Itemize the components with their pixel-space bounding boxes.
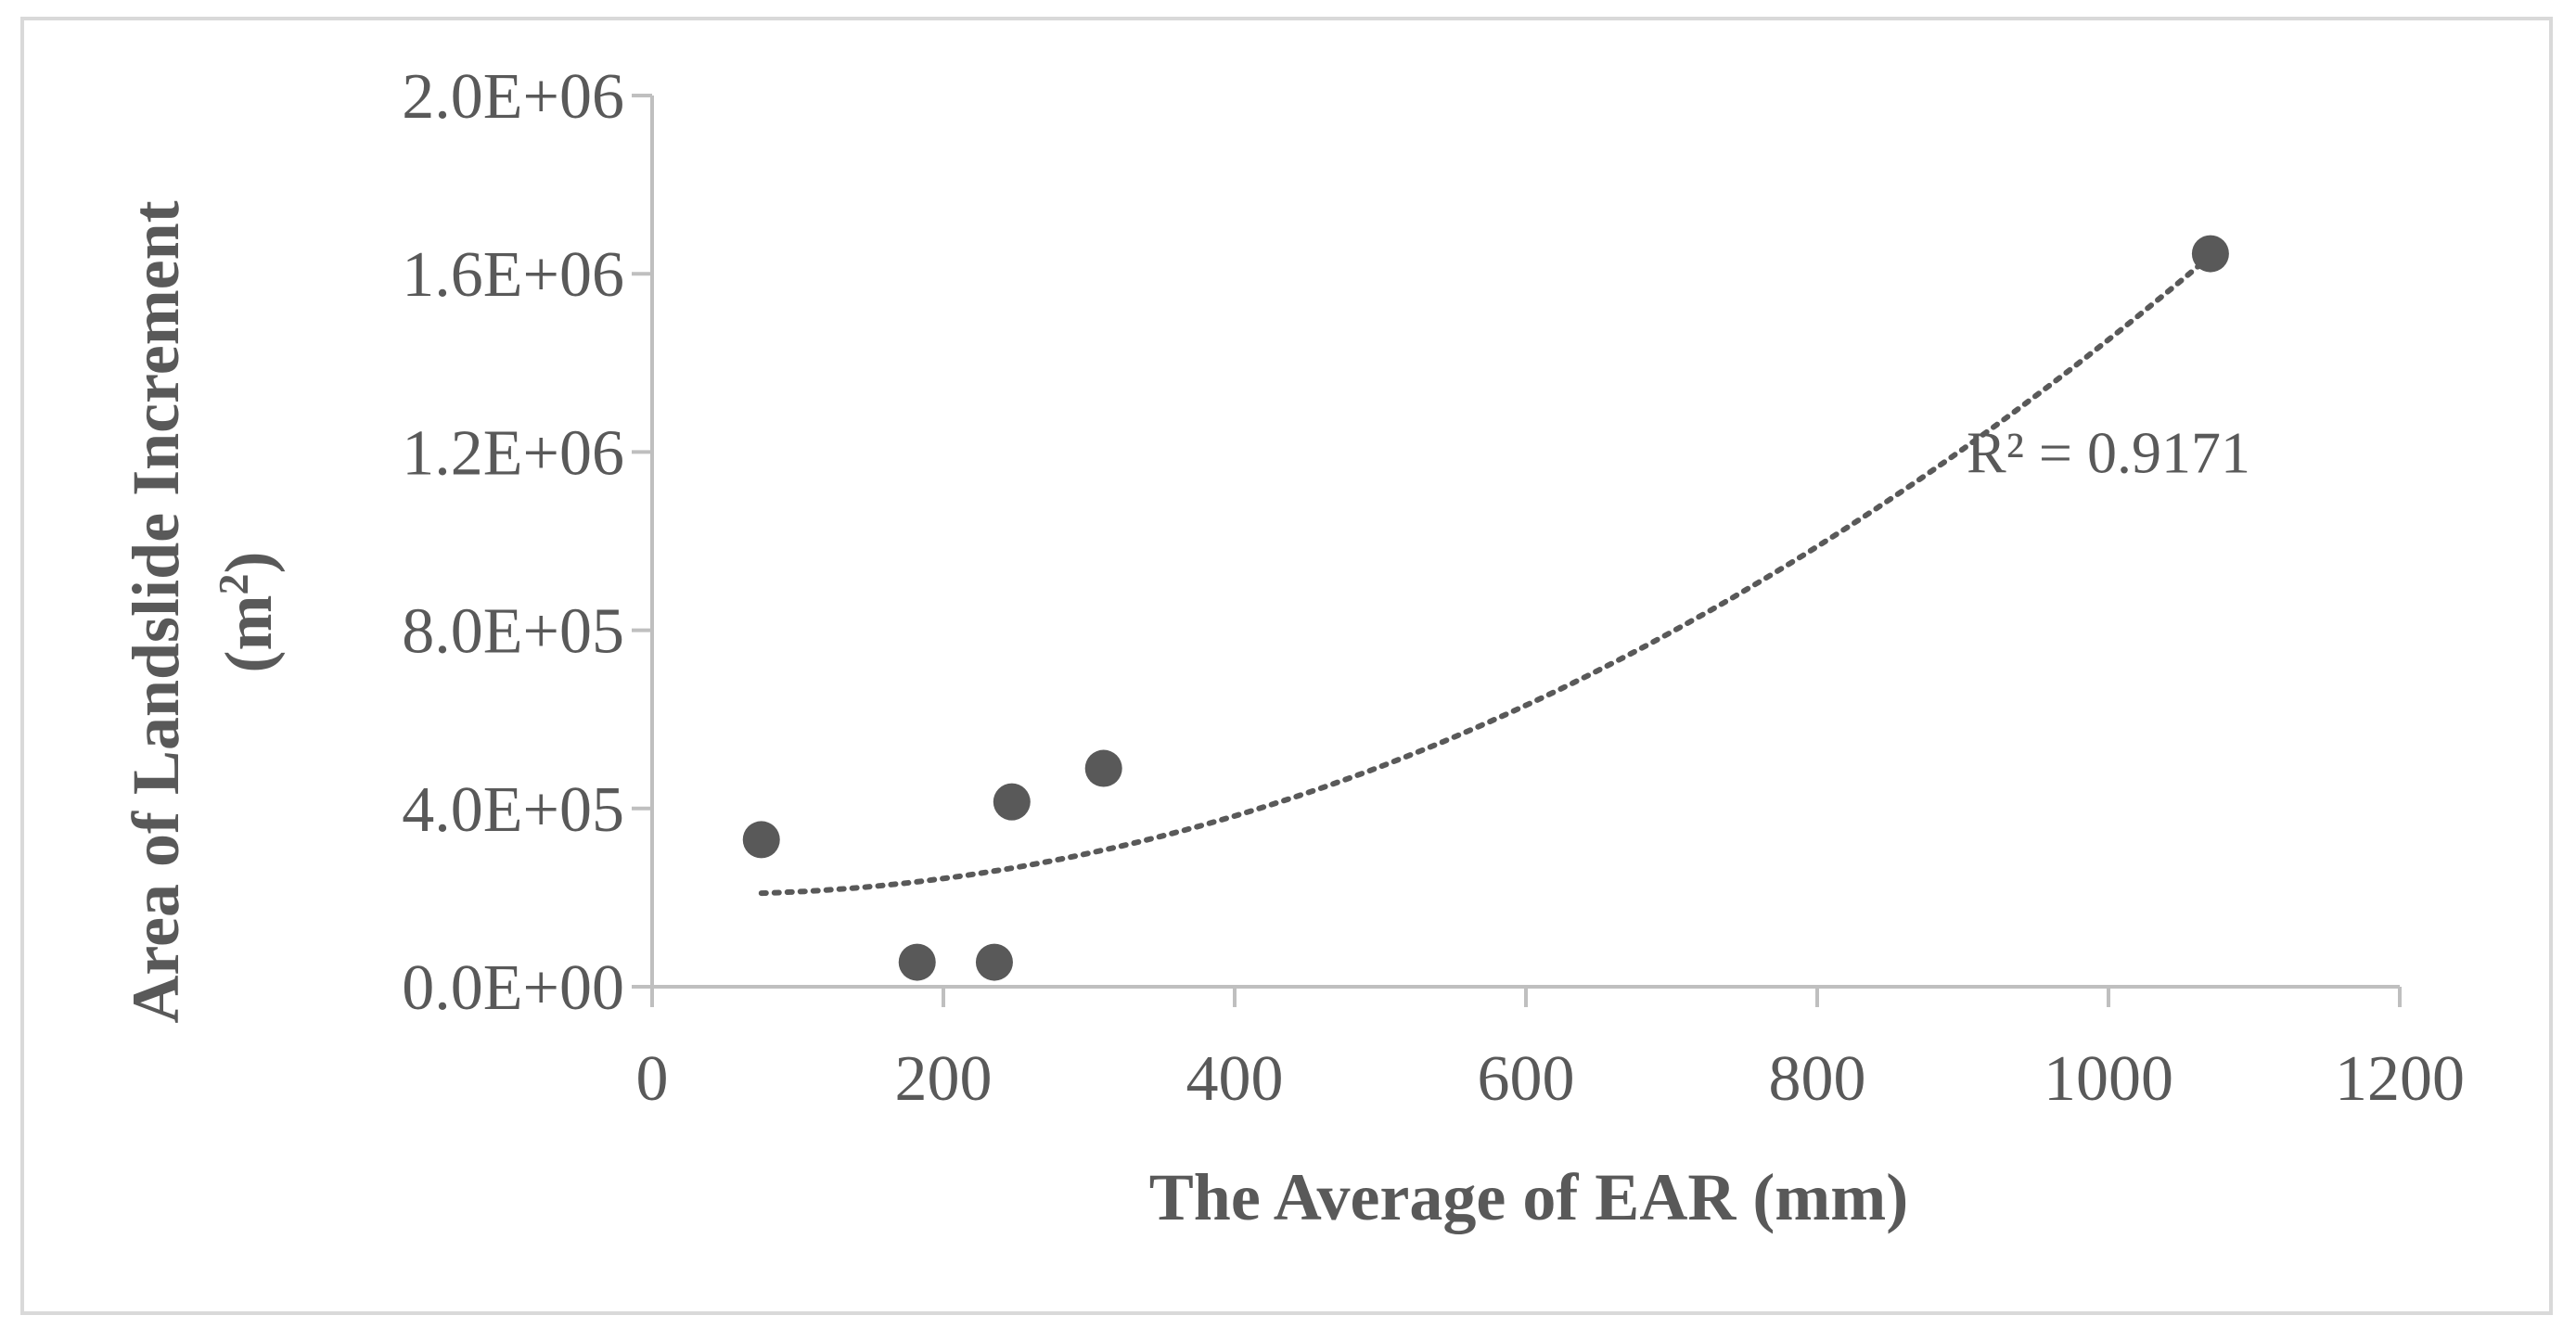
data-point (993, 783, 1031, 821)
x-axis-title: The Average of EAR (mm) (1149, 1160, 1908, 1234)
y-axis-title-line1: Area of Landslide Increment (119, 200, 193, 1023)
x-tick-label: 400 (1186, 1043, 1284, 1115)
x-tick-label: 0 (636, 1043, 669, 1115)
x-axis-ticks: 0 200 400 600 800 1000 1200 (636, 987, 2465, 1115)
chart-frame (20, 17, 2553, 1315)
y-tick-label: 4.0E+05 (402, 774, 624, 846)
y-tick-label: 1.6E+06 (402, 239, 624, 311)
y-tick-label: 2.0E+06 (402, 61, 624, 133)
trendline-group (758, 253, 2213, 897)
y-axis-ticks: 0.0E+00 4.0E+05 8.0E+05 1.2E+06 1.6E+06 2.0E+… (402, 61, 652, 1024)
x-tick-label: 1200 (2335, 1043, 2465, 1115)
r-squared-annotation: R² = 0.9171 (1967, 419, 2250, 485)
data-points (742, 235, 2229, 981)
x-tick-label: 1000 (2044, 1043, 2173, 1115)
x-tick-label: 600 (1478, 1043, 1575, 1115)
data-point (2191, 235, 2229, 273)
axes (650, 96, 2400, 989)
y-tick-label: 8.0E+05 (402, 596, 624, 668)
y-axis-title-line2: (m2) (210, 552, 287, 673)
y-tick-label: 1.2E+06 (402, 417, 624, 489)
x-tick-label: 200 (895, 1043, 993, 1115)
y-axis-unit-prefix: (m (211, 595, 286, 673)
y-tick-label: 0.0E+00 (402, 952, 624, 1024)
x-tick-label: 800 (1769, 1043, 1866, 1115)
y-axis-unit-superscript: 2 (210, 574, 257, 595)
trendline (758, 253, 2213, 897)
data-point (742, 821, 780, 859)
y-axis-unit-suffix: ) (211, 552, 286, 574)
data-point (1084, 749, 1122, 787)
data-point (975, 943, 1013, 981)
data-point (898, 943, 936, 981)
